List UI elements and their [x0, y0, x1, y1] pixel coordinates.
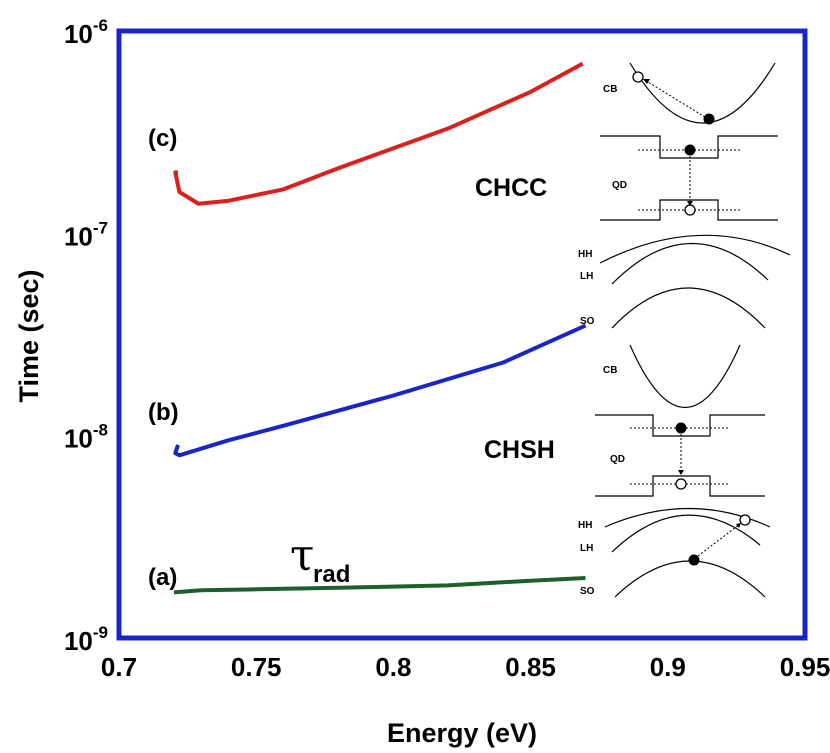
x-tick-label: 0.7: [101, 652, 137, 682]
hh-band-top: [599, 234, 791, 264]
tau-subscript: rad: [313, 561, 350, 588]
lh-band-bottom: [611, 514, 761, 553]
x-axis-label: Energy (eV): [387, 718, 537, 748]
lh-band-top: [611, 242, 769, 285]
y-tick-label: 10-7: [64, 218, 108, 251]
lh-label-top: LH: [580, 271, 593, 282]
qd-electron: [684, 144, 696, 156]
so-band-top: [611, 287, 766, 329]
series-line-a: [173, 576, 586, 595]
x-tick-label: 0.9: [650, 652, 686, 682]
qd-hole-b: [675, 478, 687, 490]
electron-dot: [703, 113, 715, 125]
hole-circle-b: [739, 514, 751, 526]
hh-band-bottom: [604, 507, 771, 528]
hh-label-top: HH: [578, 249, 592, 260]
y-tick-label: 10-8: [64, 421, 108, 454]
tau-symbol: τ: [290, 530, 314, 581]
chsh-label: CHSH: [484, 436, 555, 464]
y-tick-label: 10-6: [64, 16, 108, 49]
transition-arrow: [642, 78, 706, 118]
so-label-top: SO: [580, 316, 595, 327]
series-line-b: [173, 323, 587, 458]
lh-label-bottom: LH: [580, 543, 593, 554]
cb-parabola-top: [629, 62, 776, 124]
series-line-c: [173, 61, 584, 206]
plot-frame: [116, 28, 808, 641]
series-label-a: (a): [148, 564, 177, 591]
chsh-schematic: CB QD HH LH SO: [578, 344, 771, 598]
series-lines: [173, 61, 587, 595]
qd-well-top: [600, 135, 778, 159]
qd-barrier-bottom: [595, 475, 765, 497]
x-tick-label: 0.85: [505, 652, 556, 682]
x-tick-label: 0.8: [375, 652, 411, 682]
y-axis-label: Time (sec): [14, 269, 44, 402]
qd-hole: [684, 204, 696, 216]
so-band-bottom: [614, 560, 766, 598]
cb-parabola-bottom: [629, 344, 741, 408]
qd-label-top: QD: [612, 180, 627, 191]
y-tick-label: 10-9: [64, 623, 108, 656]
x-tick-label: 0.95: [780, 652, 830, 682]
y-axis-ticks: 10-9 10-8 10-7 10-6: [64, 16, 108, 656]
series-label-c: (c): [148, 125, 177, 152]
qd-arrowhead-b: [678, 470, 684, 475]
chcc-label: CHCC: [475, 174, 547, 202]
electron-dot-b: [688, 554, 700, 566]
hole-circle: [632, 71, 644, 83]
x-tick-label: 0.75: [231, 652, 282, 682]
arrowhead-b: [736, 523, 741, 528]
cb-label-top: CB: [603, 84, 617, 95]
chcc-schematic: CB QD HH LH SO: [578, 62, 791, 329]
hh-label-bottom: HH: [578, 520, 592, 531]
series-label-b: (b): [148, 399, 179, 426]
qd-arrowhead: [687, 201, 693, 206]
transition-arrow-b: [697, 523, 741, 557]
qd-electron-b: [675, 422, 687, 434]
qd-label-bottom: QD: [610, 454, 625, 465]
arrowhead: [643, 79, 650, 84]
so-label-bottom: SO: [580, 586, 595, 597]
qd-barrier-top: [600, 199, 778, 221]
cb-label-bottom: CB: [603, 365, 617, 376]
x-axis-ticks: 0.7 0.75 0.8 0.85 0.9 0.95: [101, 652, 830, 682]
